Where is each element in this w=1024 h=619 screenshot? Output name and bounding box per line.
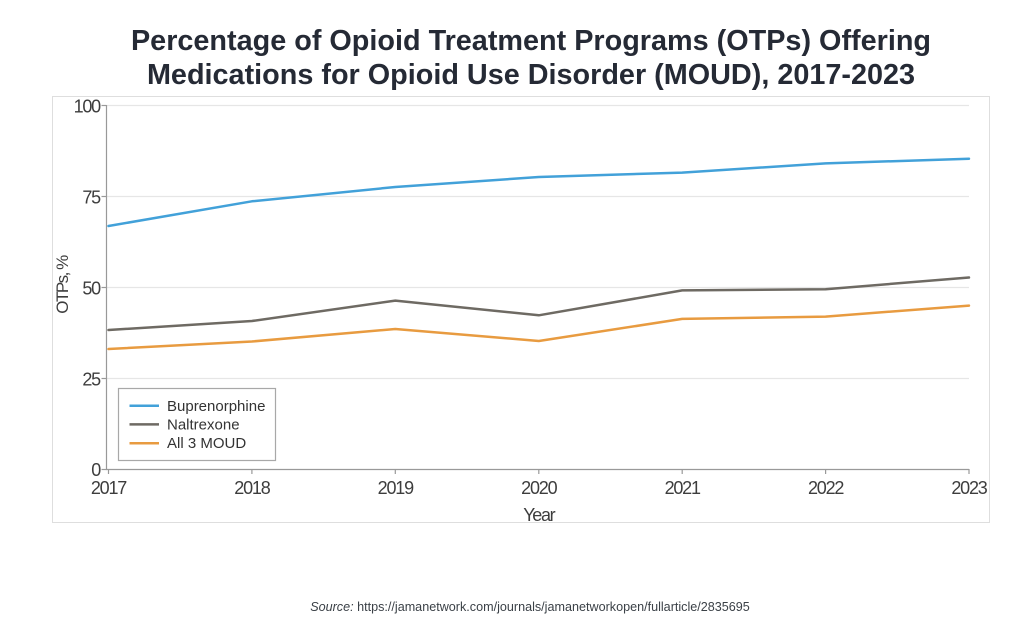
svg-text:All 3 MOUD: All 3 MOUD <box>167 435 246 452</box>
svg-text:2017: 2017 <box>91 478 127 498</box>
svg-text:2020: 2020 <box>521 478 557 498</box>
svg-text:25: 25 <box>82 370 101 390</box>
svg-text:Buprenorphine: Buprenorphine <box>167 398 265 415</box>
svg-text:2018: 2018 <box>234 478 270 498</box>
svg-text:0: 0 <box>91 460 101 480</box>
svg-text:100: 100 <box>74 97 102 117</box>
svg-text:2021: 2021 <box>665 478 701 498</box>
svg-text:50: 50 <box>82 279 101 299</box>
svg-text:75: 75 <box>82 188 101 208</box>
svg-text:2019: 2019 <box>378 478 414 498</box>
svg-text:Year: Year <box>523 505 555 525</box>
svg-text:2022: 2022 <box>808 478 844 498</box>
svg-text:2023: 2023 <box>951 478 987 498</box>
svg-text:OTPs, %: OTPs, % <box>53 255 72 314</box>
svg-text:Naltrexone: Naltrexone <box>167 416 240 433</box>
